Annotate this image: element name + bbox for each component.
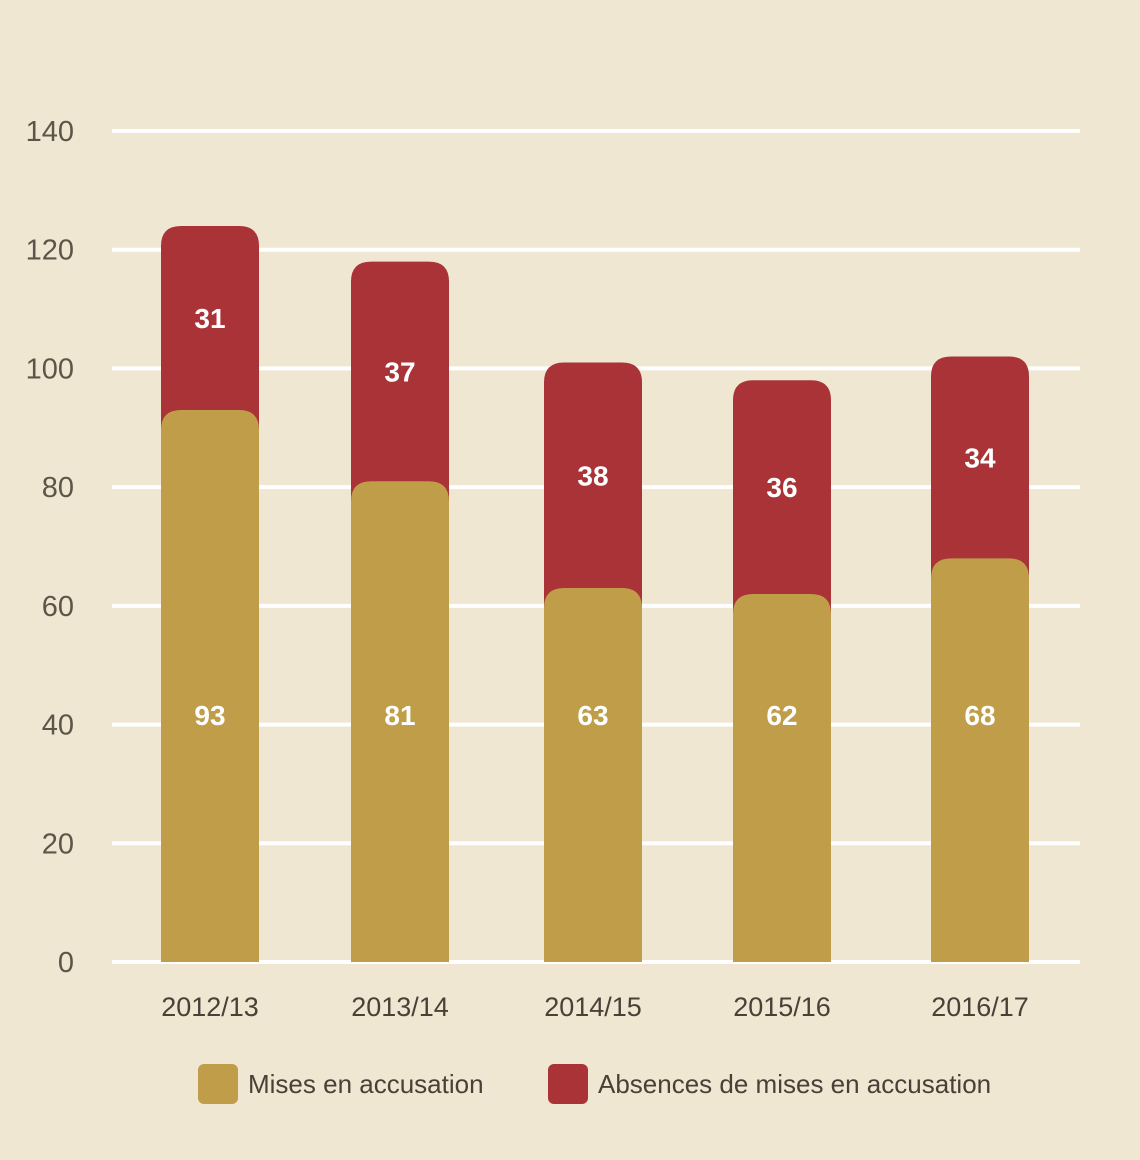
data-label-mises: 68 <box>964 700 995 731</box>
x-tick-label: 2016/17 <box>931 992 1029 1022</box>
bar-segment-absences <box>161 225 259 430</box>
data-label-absences: 38 <box>577 460 608 491</box>
bar-segment-mises <box>733 593 831 962</box>
bars: 31 93 37 81 38 63 36 62 34 68 <box>161 225 1029 962</box>
legend-label-mises: Mises en accusation <box>248 1068 484 1099</box>
x-tick-label: 2014/15 <box>544 992 642 1022</box>
legend-item-mises: Mises en accusation <box>198 1064 484 1104</box>
y-tick-label: 120 <box>26 235 74 267</box>
data-label-absences: 36 <box>766 472 797 503</box>
y-tick-label: 80 <box>42 472 74 504</box>
data-label-absences: 31 <box>194 303 225 334</box>
x-tick-label: 2015/16 <box>733 992 831 1022</box>
y-tick-label: 100 <box>26 353 74 385</box>
data-label-mises: 81 <box>384 700 415 731</box>
legend-swatch-absences <box>548 1064 588 1104</box>
legend-swatch-mises <box>198 1064 238 1104</box>
data-label-absences: 34 <box>964 442 996 473</box>
bar-segment-absences <box>544 362 642 609</box>
data-label-mises: 63 <box>577 700 608 731</box>
bar-segment-mises <box>544 588 642 962</box>
bar-segment-mises <box>161 409 259 962</box>
bar-segment-mises <box>931 558 1029 962</box>
x-axis: 2012/13 2013/14 2014/15 2015/16 2016/17 <box>161 992 1029 1022</box>
bar-segment-mises <box>351 481 449 962</box>
data-label-absences: 37 <box>384 356 415 387</box>
y-tick-label: 20 <box>42 828 74 860</box>
data-label-mises: 93 <box>194 700 225 731</box>
legend-item-absences: Absences de mises en accusation <box>548 1064 991 1104</box>
bar-segment-absences <box>931 356 1029 579</box>
legend: Mises en accusation Absences de mises en… <box>0 1064 1140 1108</box>
legend-label-absences: Absences de mises en accusation <box>598 1068 992 1099</box>
y-axis: 0 20 40 60 80 100 120 140 <box>26 116 74 979</box>
y-tick-label: 0 <box>58 947 74 979</box>
y-tick-label: 140 <box>26 116 74 148</box>
data-label-mises: 62 <box>766 700 797 731</box>
bar-segment-absences <box>351 261 449 502</box>
x-tick-label: 2012/13 <box>161 992 259 1022</box>
y-tick-label: 60 <box>42 591 74 623</box>
bar-segment-absences <box>733 380 831 614</box>
y-tick-label: 40 <box>42 710 74 742</box>
x-tick-label: 2013/14 <box>351 992 449 1022</box>
